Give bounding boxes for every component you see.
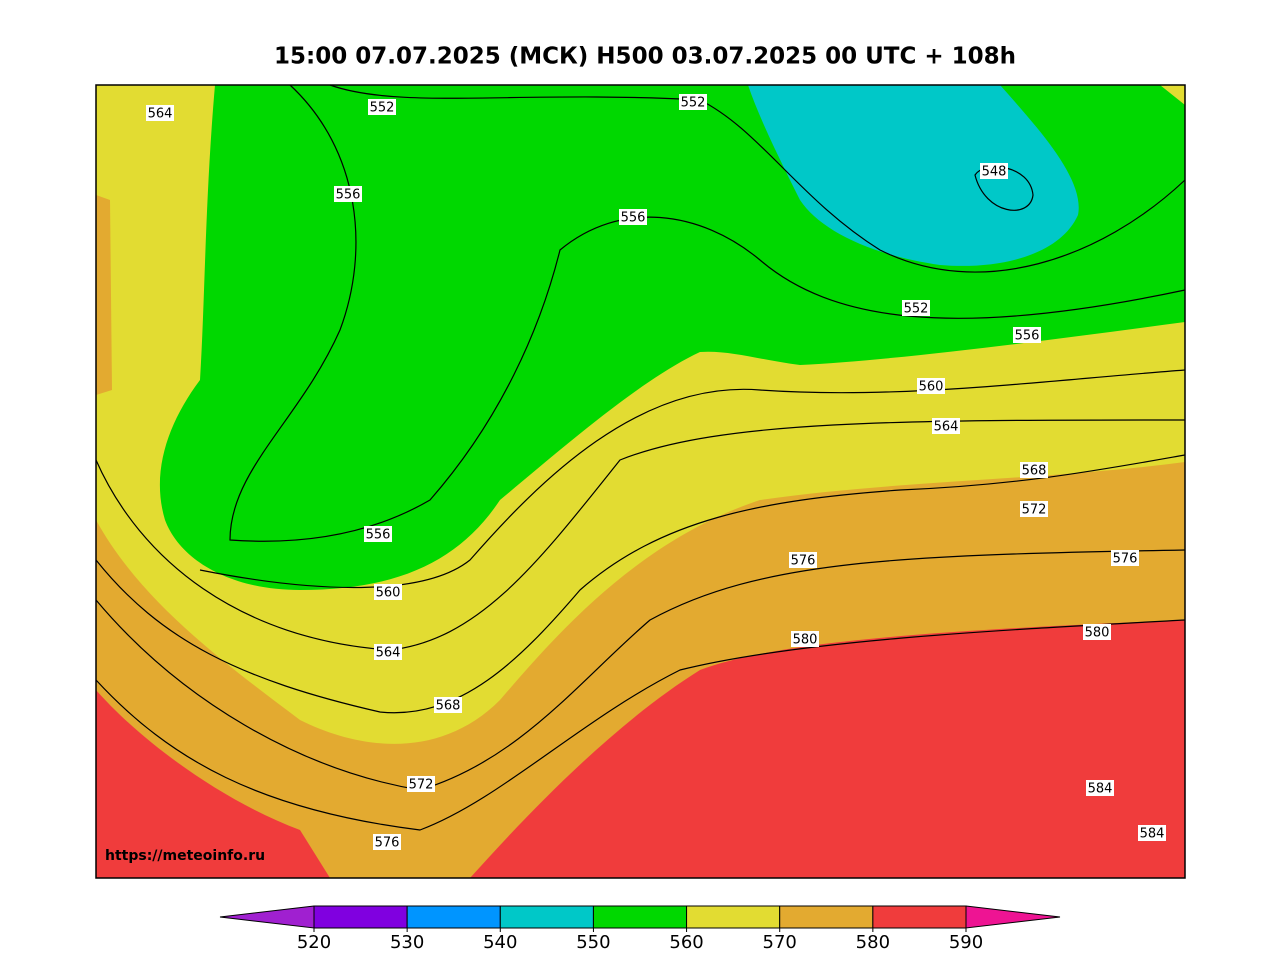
contour-label: 552 [681, 96, 706, 111]
colorbar-segment [686, 905, 781, 929]
contour-label-bg [980, 163, 1008, 179]
contour-label: 556 [336, 188, 361, 203]
contour-label-bg [373, 834, 401, 850]
colorbar-tick-label: 520 [297, 932, 331, 953]
contour-label-bg [434, 697, 462, 713]
contour-line [229, 84, 1186, 542]
contour-label-bg [374, 644, 402, 660]
contour-label: 552 [370, 101, 395, 116]
contour-label-bg [1013, 327, 1041, 343]
colorbar-segment [406, 905, 501, 929]
contour-label-bg [789, 552, 817, 568]
contour-label: 568 [436, 699, 461, 714]
contour-label: 576 [375, 836, 400, 851]
contour-label: 576 [791, 554, 816, 569]
contour-label: 568 [1022, 464, 1047, 479]
contour-label-bg [146, 105, 174, 121]
zone-580-590 [470, 620, 1185, 878]
colorbar-segment [499, 905, 594, 929]
contour-label: 556 [621, 211, 646, 226]
colorbar-segment [872, 905, 967, 929]
contour-line [95, 419, 1186, 651]
colorbar: 520 530 540 550 560 570 580 590 [219, 905, 1061, 953]
contour-label: 552 [904, 302, 929, 317]
contour-label: 572 [409, 778, 434, 793]
contour-label: 572 [1022, 503, 1047, 518]
contour-label: 576 [1113, 552, 1138, 567]
contour-label-bg [619, 209, 647, 225]
contour-label-bg [1111, 550, 1139, 566]
watermark: https://meteoinfo.ru [105, 848, 265, 864]
colorbar-tick-label: 590 [949, 932, 983, 953]
contour-label-bg [368, 99, 396, 115]
contour-line [95, 549, 1186, 791]
contour-label-bg [407, 776, 435, 792]
contour-label-bg [1138, 825, 1166, 841]
colorbar-arrow [965, 905, 1061, 929]
contour-label-bg [1083, 624, 1111, 640]
map-title: 15:00 07.07.2025 (МСК) H500 03.07.2025 0… [274, 44, 1016, 70]
zone-580-590 [96, 690, 330, 878]
contour-label-bg [932, 418, 960, 434]
contour-label: 584 [1088, 782, 1113, 797]
zone-570-580 [96, 195, 112, 395]
contour-label-bg [1020, 501, 1048, 517]
colorbar-segment [779, 905, 874, 929]
contour-label-bg [679, 94, 707, 110]
colorbar-tick-label: 530 [390, 932, 424, 953]
colorbar-tick-label: 580 [856, 932, 890, 953]
zone-540-550 [748, 85, 1079, 266]
contour-label-bg [364, 526, 392, 542]
contour-label: 564 [376, 646, 401, 661]
colorbar-tick-label: 550 [576, 932, 610, 953]
contour-label-bg [1020, 462, 1048, 478]
colorbar-tick-label: 560 [669, 932, 703, 953]
map-area: https://meteoinfo.ru [95, 84, 1186, 879]
contour-label-bg [334, 186, 362, 202]
contour-label-bg [902, 300, 930, 316]
contour-label: 584 [1140, 827, 1165, 842]
contour-label: 560 [919, 380, 944, 395]
contour-line [329, 84, 1186, 273]
contour-label: 556 [1015, 329, 1040, 344]
contour-label: 556 [366, 528, 391, 543]
contour-label: 548 [982, 165, 1007, 180]
contour-line [199, 369, 1186, 589]
contour-label-bg [1086, 780, 1114, 796]
colorbar-tick-label: 540 [483, 932, 517, 953]
contour-label: 580 [1085, 626, 1110, 641]
contour-label: 580 [793, 633, 818, 648]
colorbar-segment [313, 905, 408, 929]
contour-labels: 564 552 552 556 556 548 552 556 560 564 568 572 556 5… [146, 94, 1166, 851]
contour-label: 564 [934, 420, 959, 435]
contour-label-bg [791, 631, 819, 647]
contour-label-bg [374, 584, 402, 600]
colorbar-tick-label: 570 [763, 932, 797, 953]
colorbar-segment [592, 905, 688, 929]
contour-line [95, 454, 1186, 714]
contour-label: 564 [148, 107, 173, 122]
contour-label: 560 [376, 586, 401, 601]
colorbar-arrow [219, 905, 315, 929]
contour-label-bg [917, 378, 945, 394]
contour-line [95, 619, 1186, 831]
map-frame [95, 84, 1186, 879]
